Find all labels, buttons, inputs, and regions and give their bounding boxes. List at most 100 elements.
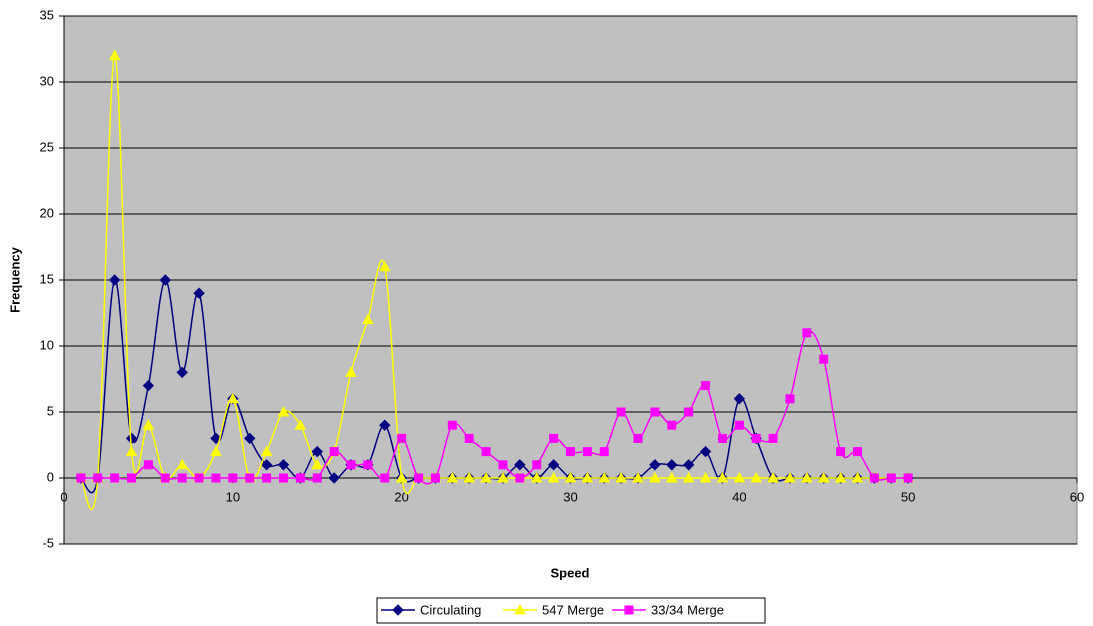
- data-point: [211, 473, 221, 483]
- data-point: [446, 471, 459, 483]
- data-point: [345, 366, 357, 377]
- data-point: [125, 445, 138, 457]
- y-tick-label: 20: [40, 205, 54, 220]
- data-point: [312, 473, 322, 483]
- data-point: [142, 419, 155, 430]
- data-point: [176, 458, 189, 470]
- data-point: [464, 433, 474, 443]
- data-point: [716, 471, 729, 483]
- data-point: [667, 420, 677, 430]
- data-point: [142, 379, 155, 392]
- data-point: [210, 445, 222, 457]
- data-point: [193, 287, 205, 299]
- data-point: [851, 471, 864, 483]
- data-point: [226, 392, 239, 404]
- data-point: [701, 381, 711, 391]
- data-point: [532, 460, 542, 470]
- data-point: [363, 460, 373, 470]
- data-point: [566, 447, 575, 457]
- data-point: [447, 420, 457, 430]
- data-point: [582, 447, 592, 457]
- data-point: [177, 473, 187, 483]
- data-point: [497, 471, 509, 483]
- data-point: [682, 471, 695, 483]
- data-point: [262, 473, 272, 483]
- legend-marker: [392, 604, 404, 616]
- legend-label: 33/34 Merge: [651, 602, 724, 617]
- x-tick-label: 60: [1070, 489, 1084, 504]
- data-point: [650, 407, 660, 417]
- data-point: [515, 473, 525, 483]
- data-point: [346, 460, 356, 470]
- data-point: [379, 419, 391, 431]
- y-tick-label: -5: [42, 535, 54, 550]
- data-point: [633, 433, 643, 443]
- data-point: [228, 473, 238, 483]
- data-point: [277, 459, 290, 471]
- data-point: [160, 473, 170, 483]
- data-point: [277, 405, 290, 417]
- data-point: [328, 472, 340, 484]
- data-point: [159, 274, 172, 286]
- x-tick-label: 30: [563, 489, 577, 504]
- data-point: [110, 473, 120, 483]
- legend-label: Circulating: [420, 602, 481, 617]
- y-tick-label: 30: [40, 73, 54, 88]
- data-point: [260, 459, 273, 471]
- y-tick-label: 35: [40, 7, 54, 22]
- data-point: [547, 471, 560, 483]
- x-tick-label: 20: [394, 489, 408, 504]
- data-point: [801, 471, 813, 483]
- data-point: [329, 447, 339, 457]
- y-tick-label: 25: [40, 139, 54, 154]
- data-point: [699, 445, 712, 458]
- data-point: [76, 473, 86, 483]
- data-point: [768, 433, 778, 443]
- data-point: [244, 432, 256, 445]
- data-point: [649, 471, 661, 483]
- data-point: [362, 313, 374, 325]
- data-point: [684, 407, 694, 417]
- data-point: [514, 459, 526, 471]
- data-point: [784, 471, 796, 483]
- data-point: [278, 473, 288, 483]
- x-tick-label: 40: [732, 489, 746, 504]
- data-point: [819, 354, 829, 364]
- data-point: [549, 433, 559, 443]
- data-point: [414, 473, 424, 483]
- data-point: [802, 328, 812, 338]
- data-point: [734, 420, 744, 430]
- y-tick-label: 0: [47, 469, 54, 484]
- data-point: [481, 447, 491, 457]
- data-point: [665, 471, 678, 483]
- data-point: [903, 473, 913, 483]
- data-point: [378, 260, 391, 272]
- data-point: [176, 366, 188, 379]
- data-point: [699, 471, 712, 483]
- data-point: [295, 473, 305, 483]
- data-point: [260, 445, 273, 457]
- data-point: [836, 447, 846, 457]
- data-point: [127, 473, 137, 483]
- data-point: [750, 471, 763, 483]
- data-point: [733, 471, 746, 483]
- legend-marker: [514, 603, 526, 615]
- data-point: [93, 473, 103, 483]
- data-point: [547, 459, 560, 471]
- legend-marker: [624, 605, 634, 615]
- data-point: [649, 459, 661, 471]
- data-point: [498, 460, 508, 470]
- data-point: [632, 471, 644, 483]
- data-point: [785, 394, 795, 404]
- data-point: [311, 445, 323, 458]
- data-point: [311, 458, 324, 470]
- y-tick-label: 15: [40, 271, 54, 286]
- x-axis-title: Speed: [550, 565, 589, 580]
- data-point: [615, 471, 627, 483]
- data-point: [717, 433, 727, 443]
- y-tick-label: 10: [40, 337, 54, 352]
- data-point: [834, 471, 847, 483]
- data-point: [395, 471, 408, 483]
- data-point: [294, 419, 307, 430]
- data-point: [869, 473, 879, 483]
